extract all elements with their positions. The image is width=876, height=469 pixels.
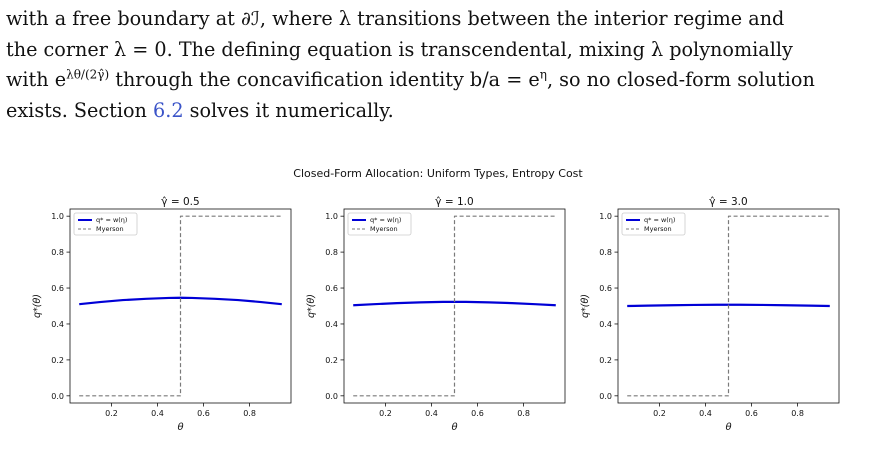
allocation-line bbox=[79, 296, 282, 306]
panel-title: γ̂ = 1.0 bbox=[435, 196, 473, 208]
legend-allocation-label: q* = w(η) bbox=[370, 216, 401, 224]
y-tick-label: 1.0 bbox=[51, 212, 64, 221]
y-axis-label: q*(θ) bbox=[580, 294, 591, 318]
myerson-line bbox=[627, 215, 830, 397]
x-axis-label: θ bbox=[177, 422, 183, 433]
y-tick-label: 1.0 bbox=[599, 212, 612, 221]
y-tick-label: 0.2 bbox=[51, 356, 64, 365]
y-tick-label: 0.6 bbox=[51, 284, 64, 293]
panel-title: γ̂ = 3.0 bbox=[709, 196, 747, 208]
x-tick-label: 0.8 bbox=[791, 409, 804, 418]
y-axis-label: q*(θ) bbox=[306, 294, 317, 318]
x-axis-label: θ bbox=[725, 422, 731, 433]
exponent-eta: η bbox=[539, 67, 547, 82]
x-tick-label: 0.4 bbox=[699, 409, 712, 418]
x-axis-label: θ bbox=[451, 422, 457, 433]
allocation-figure: Closed-Form Allocation: Uniform Types, E… bbox=[0, 160, 876, 440]
exponent-lambda-theta: λθ/(2γ̂) bbox=[66, 67, 110, 82]
paragraph-line-2: the corner λ = 0. The defining equation … bbox=[6, 37, 793, 61]
x-tick-label: 0.6 bbox=[197, 409, 210, 418]
x-tick-label: 0.4 bbox=[151, 409, 164, 418]
x-tick-label: 0.2 bbox=[105, 409, 118, 418]
x-tick-label: 0.6 bbox=[745, 409, 758, 418]
y-tick-label: 0.6 bbox=[599, 284, 612, 293]
line3-text-c: , so no closed-form solution bbox=[546, 68, 815, 91]
chart-panel-2: γ̂ = 1.0 0.2 0.4 0.6 0.8 0.0 0.2 0.4 0.6 0.8 1.0 θ q… bbox=[306, 196, 566, 433]
legend-myerson-label: Myerson bbox=[644, 225, 672, 233]
y-tick-label: 0.4 bbox=[599, 320, 612, 329]
y-tick-label: 0.2 bbox=[599, 356, 612, 365]
y-tick-label: 0.6 bbox=[325, 284, 338, 293]
y-tick-label: 0.0 bbox=[325, 392, 338, 401]
line4-text-a: exists. Section bbox=[6, 98, 154, 122]
x-tick-label: 0.2 bbox=[379, 409, 392, 418]
line4-text-b: solves it numerically. bbox=[183, 98, 394, 122]
x-tick-label: 0.8 bbox=[517, 409, 530, 418]
y-axis-label: q*(θ) bbox=[32, 294, 43, 318]
next-text-line bbox=[6, 440, 870, 469]
y-tick-label: 0.0 bbox=[51, 392, 64, 401]
axes-frame bbox=[343, 208, 566, 404]
paragraph-line-3: with eλθ/(2γ̂) through the concavificati… bbox=[6, 65, 870, 96]
figure-suptitle: Closed-Form Allocation: Uniform Types, E… bbox=[293, 167, 583, 180]
y-tick-label: 0.4 bbox=[51, 320, 64, 329]
figure-canvas: Closed-Form Allocation: Uniform Types, E… bbox=[32, 167, 840, 433]
myerson-line bbox=[353, 215, 556, 397]
myerson-line bbox=[79, 215, 282, 397]
chart-panel-3: γ̂ = 3.0 0.2 0.4 0.6 0.8 0.0 0.2 0.4 0.6 0.8 1.0 θ q… bbox=[580, 196, 840, 433]
paragraph-line-1: with a free boundary at ∂ℐ, where λ tran… bbox=[6, 7, 785, 30]
y-tick-label: 0.8 bbox=[51, 248, 64, 257]
legend-allocation-label: q* = w(η) bbox=[96, 216, 127, 224]
section-reference-link[interactable]: 6.2 bbox=[153, 98, 184, 122]
axes-frame bbox=[617, 208, 840, 404]
axes-frame bbox=[69, 208, 292, 404]
line3-text-a: with e bbox=[6, 68, 67, 91]
panel-title: γ̂ = 0.5 bbox=[161, 196, 199, 208]
legend-myerson-label: Myerson bbox=[370, 225, 398, 233]
y-tick-label: 0.2 bbox=[325, 356, 338, 365]
y-tick-label: 0.8 bbox=[599, 248, 612, 257]
line3-text-b: through the concavification identity b/a… bbox=[109, 68, 540, 91]
x-tick-label: 0.2 bbox=[653, 409, 666, 418]
x-tick-label: 0.8 bbox=[243, 409, 256, 418]
legend-myerson-label: Myerson bbox=[96, 225, 124, 233]
chart-panel-1: γ̂ = 0.5 0.2 0.4 0.6 0.8 0.0 0.2 0.4 0.6 0.8 1.0 θ q… bbox=[32, 196, 292, 433]
paragraph-line-4: exists. Section 6.2 solves it numericall… bbox=[6, 96, 870, 127]
y-tick-label: 0.4 bbox=[325, 320, 338, 329]
y-tick-label: 0.8 bbox=[325, 248, 338, 257]
y-tick-label: 1.0 bbox=[325, 212, 338, 221]
body-paragraph: with a free boundary at ∂ℐ, where λ tran… bbox=[6, 4, 870, 126]
legend-allocation-label: q* = w(η) bbox=[644, 216, 675, 224]
x-tick-label: 0.6 bbox=[471, 409, 484, 418]
y-tick-label: 0.0 bbox=[599, 392, 612, 401]
x-tick-label: 0.4 bbox=[425, 409, 438, 418]
